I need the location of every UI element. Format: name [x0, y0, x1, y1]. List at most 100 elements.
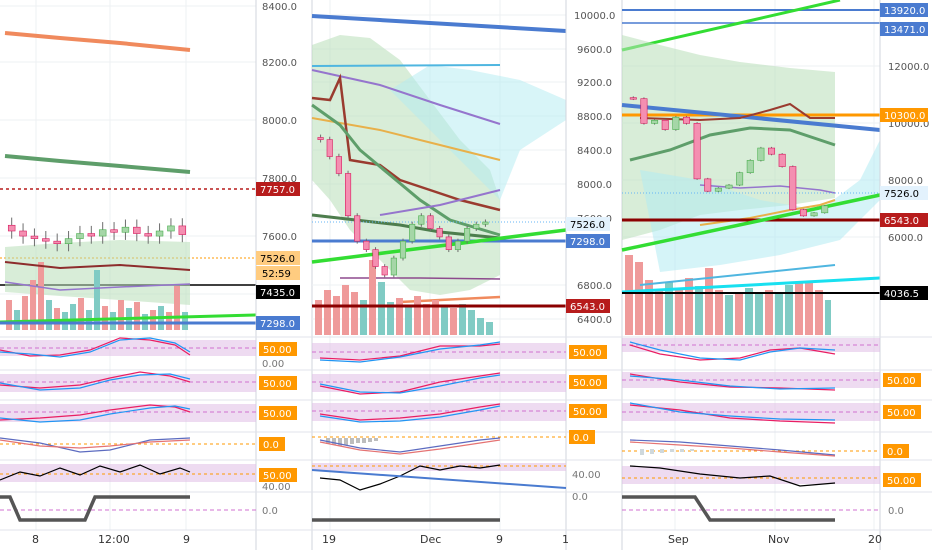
- tick-label: 6400.0: [577, 315, 612, 326]
- svg-text:13920.0: 13920.0: [884, 6, 925, 17]
- price-label-13471: 13471.0: [880, 22, 928, 36]
- candle-body: [110, 229, 118, 233]
- ma-light-blue-line: [311, 64, 501, 67]
- svg-text:52:59: 52:59: [262, 269, 291, 280]
- price-label-4036: 4036.5: [880, 286, 928, 300]
- rsi-line-p2: [319, 464, 501, 491]
- time-label: 12:00: [98, 533, 130, 546]
- indicator-labels-daily: 50.00 50.00 50.00 0.0 40.00 0.0: [569, 345, 607, 503]
- candle-body: [372, 249, 379, 267]
- ma-orange-line: [4, 31, 191, 52]
- price-label-10300: 10300.0: [880, 108, 928, 122]
- candle-body: [98, 229, 107, 237]
- price-axis-intraday: 8400.0 8200.0 8000.0 7800.0 7600.0 7400.…: [255, 0, 300, 550]
- price-label-last: 7526.0: [256, 251, 300, 265]
- candle-body: [381, 266, 388, 276]
- candle-body: [19, 230, 27, 237]
- price-label-last: 7526.0: [566, 217, 610, 231]
- time-label: 19: [322, 533, 336, 546]
- time-label: 1: [562, 533, 569, 546]
- candle-body: [736, 172, 744, 186]
- panel-weekly: [621, 0, 881, 550]
- green-ma-line: [629, 126, 836, 162]
- candle-body: [693, 123, 701, 180]
- volume-bars-weekly: [625, 255, 831, 335]
- candle-body: [427, 215, 434, 229]
- indicator-labels-weekly: 50.00 50.00 0.0 50.00 0.0: [883, 373, 921, 517]
- price-label-6543: 6543.0: [566, 299, 610, 313]
- candle-body: [155, 230, 164, 237]
- tick-label: 8000.0: [577, 180, 612, 191]
- candle-body: [629, 97, 637, 100]
- tick-label: 12000.0: [888, 62, 929, 73]
- green-support-line: [311, 228, 567, 264]
- rsi-d-p2: [319, 374, 501, 394]
- candle-body: [682, 116, 690, 124]
- osc3-b-p3: [629, 402, 836, 421]
- time-label: Dec: [420, 533, 441, 546]
- svg-text:13471.0: 13471.0: [884, 25, 925, 36]
- candle-body: [436, 228, 443, 238]
- indicator-level-label: 50.00: [573, 407, 602, 418]
- candle-body: [42, 238, 50, 242]
- macd-p3: [629, 439, 836, 456]
- svg-text:7298.0: 7298.0: [570, 237, 605, 248]
- macd-histogram-p3: [640, 449, 694, 455]
- price-axis-daily: 10000.0 9600.0 9200.0 8800.0 8400.0 8000…: [565, 0, 615, 550]
- svg-text:10300.0: 10300.0: [884, 111, 925, 122]
- candle-body: [326, 139, 333, 157]
- panel-daily: [311, 0, 567, 550]
- time-label: 9: [496, 533, 503, 546]
- price-label-6543: 6543.0: [880, 213, 928, 227]
- panel-intraday: [0, 0, 257, 530]
- rsi-trendline-p2: [311, 469, 567, 489]
- indicator-tick: 40.00: [572, 470, 601, 481]
- candle-body: [714, 187, 722, 192]
- price-label-7298: 7298.0: [256, 316, 300, 330]
- green-ma-line: [311, 103, 501, 237]
- svg-text:7526.0: 7526.0: [260, 254, 295, 265]
- tick-label: 8400.0: [577, 146, 612, 157]
- indicator-level-label: 50.00: [263, 379, 292, 390]
- price-label-7757: 7757.0: [256, 182, 300, 196]
- candle-body: [725, 184, 733, 189]
- indicator-level-label: 50.00: [573, 348, 602, 359]
- candle-body: [789, 166, 797, 211]
- osc3-b-p2: [319, 405, 501, 423]
- volume-bars-daily: [315, 260, 493, 335]
- indicator-level-label: 50.00: [887, 476, 916, 487]
- candle-body: [640, 98, 648, 124]
- candle-body: [810, 212, 818, 217]
- rsi-d-p1: [0, 373, 191, 391]
- candle-body: [317, 137, 324, 140]
- candle-body: [418, 215, 425, 225]
- tick-label: 8800.0: [577, 112, 612, 123]
- tick-label: 7800.0: [262, 174, 297, 185]
- candle-body: [473, 223, 480, 229]
- price-axis-weekly: 12000.0 10000.0 8000.0 6000.0 13920.0 13…: [879, 0, 929, 550]
- price-label-13920: 13920.0: [880, 3, 928, 17]
- rsi-k-p1: [0, 371, 191, 389]
- candle-body: [651, 119, 659, 124]
- candle-body: [464, 228, 471, 242]
- indicator-level-label: 0.0: [573, 433, 589, 444]
- osc3-a-p2: [319, 403, 501, 421]
- candle-body: [354, 215, 361, 242]
- candle-body: [821, 205, 829, 214]
- indicator-tick: 40.00: [262, 482, 291, 493]
- indicator-level-label: 50.00: [887, 376, 916, 387]
- ma-blue-line: [311, 14, 567, 33]
- candle-body: [53, 240, 61, 244]
- rsi-line-p1: [0, 464, 191, 481]
- candle-body: [454, 240, 461, 250]
- time-label: 9: [183, 533, 190, 546]
- kijun-line: [639, 102, 835, 122]
- ma-purple-rising-line: [379, 189, 501, 216]
- cyan-line: [621, 276, 881, 294]
- candle-body: [704, 178, 712, 192]
- candle-body: [778, 153, 786, 167]
- candle-body: [757, 147, 765, 161]
- indicator-level-label: 50.00: [263, 345, 292, 356]
- blue-downtrend-line: [621, 103, 881, 132]
